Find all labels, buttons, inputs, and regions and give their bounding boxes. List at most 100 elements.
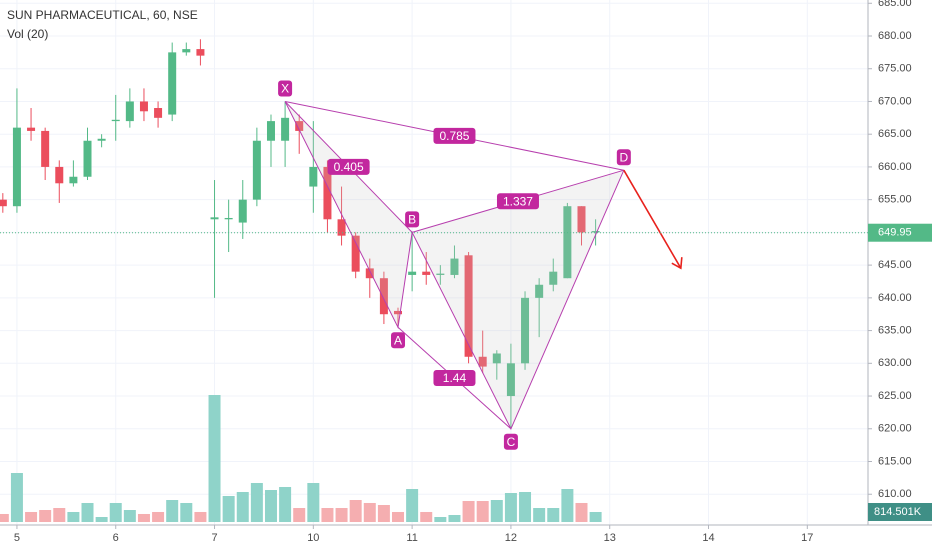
volume-bar xyxy=(194,511,207,522)
y-tick-label: 625.00 xyxy=(878,390,912,402)
y-tick-label: 620.00 xyxy=(878,423,912,435)
ratio-label-bg xyxy=(433,370,476,387)
volume-bar xyxy=(137,513,150,522)
x-tick-label: 14 xyxy=(702,532,714,544)
pattern-layer: 0.405 1.44 1.337 0.785 X A B C D xyxy=(278,80,683,450)
candle-body xyxy=(0,199,7,207)
y-tick-label: 640.00 xyxy=(878,292,912,304)
volume-bar xyxy=(123,510,136,522)
volume-bar xyxy=(39,510,52,522)
candle-body xyxy=(154,108,163,118)
volume-bar xyxy=(377,504,390,522)
volume-bar xyxy=(53,508,66,522)
volume-bar xyxy=(335,508,348,522)
y-tick-label: 685.00 xyxy=(878,0,912,9)
candle-body xyxy=(83,140,92,177)
y-tick-label: 630.00 xyxy=(878,357,912,369)
candle-body xyxy=(521,297,530,364)
x-tick-label: 12 xyxy=(505,532,517,544)
volume-bar xyxy=(25,511,38,522)
arrow-head xyxy=(671,257,683,270)
candle-body xyxy=(478,356,487,367)
candle-body xyxy=(111,119,120,122)
y-tick-label: 670.00 xyxy=(878,95,912,107)
candle-body xyxy=(492,353,501,364)
point-label: C xyxy=(507,435,516,449)
y-tick-label: 680.00 xyxy=(878,30,912,42)
volume-bar xyxy=(264,490,277,522)
candle-body xyxy=(182,49,191,53)
ratio-label: 1.44 xyxy=(443,371,467,385)
y-tick-label: 655.00 xyxy=(878,194,912,206)
volume-bar xyxy=(250,482,263,522)
candle-body xyxy=(266,121,275,141)
point-label-bg xyxy=(278,80,293,97)
volume-label: 814.501K xyxy=(874,506,922,518)
volume-bar xyxy=(575,502,588,522)
ratio-label-bg xyxy=(496,193,539,210)
point-label-bg xyxy=(405,211,420,228)
candle-body xyxy=(125,101,134,122)
candle-body xyxy=(379,278,388,315)
x-tick-label: 17 xyxy=(801,532,813,544)
y-tick-label: 675.00 xyxy=(878,63,912,75)
point-label-bg xyxy=(503,433,518,450)
ratio-label-bg xyxy=(433,127,476,144)
volume-bar xyxy=(462,501,475,522)
volume-bar xyxy=(420,511,433,522)
candle-body xyxy=(27,127,36,131)
candle-body xyxy=(97,138,106,141)
volume-bar xyxy=(476,501,489,522)
volume-bar xyxy=(166,499,179,522)
point-label: B xyxy=(408,213,416,227)
volume-bar xyxy=(349,499,362,522)
point-label: A xyxy=(394,333,402,347)
volume-bar xyxy=(533,508,546,522)
y-tick-label: 615.00 xyxy=(878,455,912,467)
candle-body xyxy=(408,271,417,275)
pattern-fill xyxy=(412,170,624,429)
volume-bar xyxy=(67,511,80,522)
x-tick-label: 11 xyxy=(406,532,417,544)
candle-body xyxy=(394,310,403,315)
candle-body xyxy=(295,121,304,131)
volume-bar xyxy=(236,491,249,522)
volume-bar xyxy=(222,495,235,522)
volume-bar xyxy=(180,502,193,522)
x-tick-label: 10 xyxy=(307,532,319,544)
volume-bar xyxy=(109,502,122,522)
y-tick-label: 610.00 xyxy=(878,488,912,500)
volume-bar xyxy=(321,508,334,522)
point-label-bg xyxy=(616,149,631,166)
volume-bar xyxy=(547,508,560,522)
y-tick-label: 665.00 xyxy=(878,128,912,140)
volume-bar xyxy=(434,517,447,522)
candle-body xyxy=(238,199,247,223)
ratio-label: 1.337 xyxy=(503,194,533,208)
y-tick-label: 645.00 xyxy=(878,259,912,271)
candle-body xyxy=(577,206,586,233)
candle-body xyxy=(563,206,572,279)
point-label: X xyxy=(281,82,289,96)
volume-label-bg xyxy=(868,502,932,521)
volume-bar xyxy=(519,491,532,522)
volume-bar xyxy=(293,508,306,522)
volume-bar xyxy=(561,488,574,522)
candle-body xyxy=(337,219,346,236)
candle-body xyxy=(422,271,431,275)
chart-subtitle: Vol (20) xyxy=(7,27,48,41)
projection-arrow xyxy=(623,169,682,269)
price-label-bg xyxy=(868,223,932,242)
candle-body xyxy=(591,231,600,233)
candle-body xyxy=(309,166,318,187)
candle-body xyxy=(41,130,50,167)
candle-body xyxy=(281,117,290,141)
candle-layer xyxy=(0,39,600,429)
volume-bar xyxy=(307,482,320,522)
volume-bar xyxy=(0,513,9,522)
volume-layer xyxy=(0,395,602,522)
candle-body xyxy=(351,235,360,272)
volume-bar xyxy=(504,493,517,522)
